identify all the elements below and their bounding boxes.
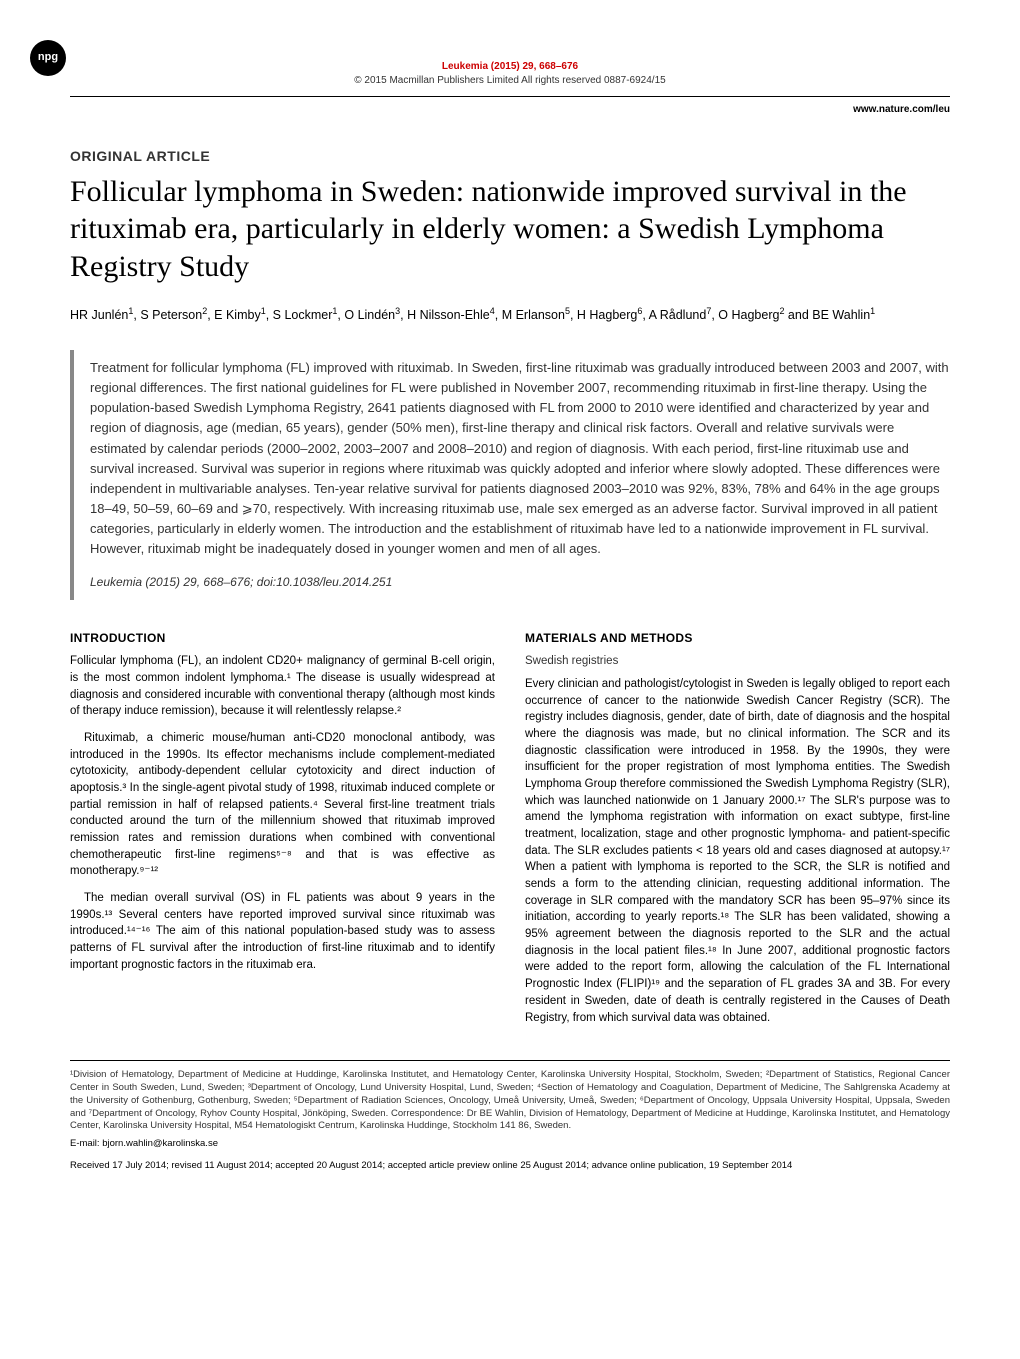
- npg-badge: npg: [30, 40, 66, 76]
- journal-url: www.nature.com/leu: [70, 103, 950, 117]
- methods-paragraph-1: Every clinician and pathologist/cytologi…: [525, 676, 950, 1026]
- abstract-text: Treatment for follicular lymphoma (FL) i…: [90, 358, 950, 559]
- methods-heading: MATERIALS AND METHODS: [525, 630, 950, 647]
- article-type: ORIGINAL ARTICLE: [70, 147, 950, 167]
- page-container: npg Leukemia (2015) 29, 668–676 © 2015 M…: [0, 0, 1020, 1212]
- header-rule: [70, 96, 950, 97]
- footer-rule: [70, 1060, 950, 1061]
- body-columns: INTRODUCTION Follicular lymphoma (FL), a…: [70, 630, 950, 1036]
- right-column: MATERIALS AND METHODS Swedish registries…: [525, 630, 950, 1036]
- abstract-citation: Leukemia (2015) 29, 668–676; doi:10.1038…: [90, 573, 950, 592]
- intro-paragraph-2: Rituximab, a chimeric mouse/human anti-C…: [70, 730, 495, 880]
- author-list: HR Junlén1, S Peterson2, E Kimby1, S Loc…: [70, 305, 950, 325]
- abstract-box: Treatment for follicular lymphoma (FL) i…: [70, 350, 950, 600]
- correspondence-email: E-mail: bjorn.wahlin@karolinska.se: [70, 1137, 950, 1150]
- article-title: Follicular lymphoma in Sweden: nationwid…: [70, 173, 950, 286]
- intro-heading: INTRODUCTION: [70, 630, 495, 647]
- citation-text: Leukemia (2015) 29, 668–676; doi:10.1038…: [90, 575, 392, 589]
- journal-citation: Leukemia (2015) 29, 668–676: [442, 61, 578, 72]
- journal-header: Leukemia (2015) 29, 668–676 © 2015 Macmi…: [70, 60, 950, 88]
- affiliations: ¹Division of Hematology, Department of M…: [70, 1069, 950, 1133]
- left-column: INTRODUCTION Follicular lymphoma (FL), a…: [70, 630, 495, 1036]
- intro-paragraph-3: The median overall survival (OS) in FL p…: [70, 890, 495, 973]
- copyright-line: © 2015 Macmillan Publishers Limited All …: [354, 75, 665, 86]
- received-dates: Received 17 July 2014; revised 11 August…: [70, 1159, 950, 1172]
- methods-subheading: Swedish registries: [525, 653, 950, 670]
- intro-paragraph-1: Follicular lymphoma (FL), an indolent CD…: [70, 653, 495, 720]
